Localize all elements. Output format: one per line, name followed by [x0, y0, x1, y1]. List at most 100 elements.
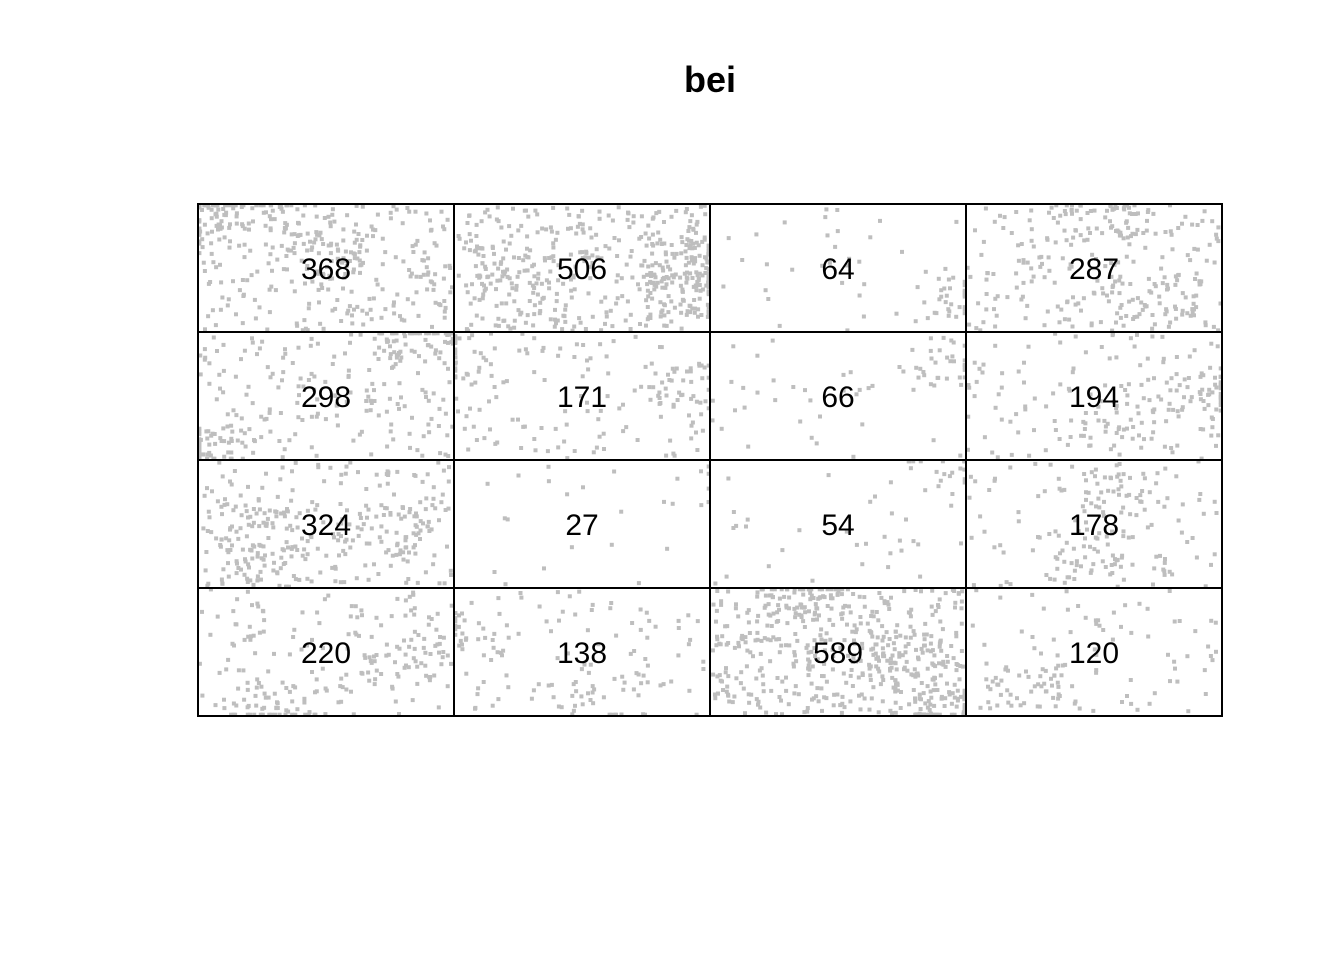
data-point — [1108, 219, 1112, 224]
data-point — [329, 259, 334, 264]
data-point — [315, 269, 319, 274]
data-point — [1149, 522, 1154, 527]
data-point — [416, 531, 421, 536]
data-point — [721, 688, 725, 692]
data-point — [1139, 420, 1144, 425]
data-point — [943, 591, 948, 596]
data-point — [678, 283, 683, 288]
data-point — [519, 223, 524, 228]
data-point — [374, 472, 379, 477]
data-point — [892, 647, 897, 652]
data-point — [447, 380, 452, 385]
data-point — [974, 379, 979, 384]
data-point — [1147, 490, 1152, 495]
data-point — [672, 255, 677, 260]
data-point — [907, 459, 912, 464]
data-point — [328, 465, 333, 470]
data-point — [937, 712, 942, 717]
data-point — [572, 287, 577, 292]
data-point — [1209, 415, 1214, 420]
data-point — [371, 296, 376, 301]
data-point — [637, 236, 642, 241]
data-point — [651, 385, 656, 390]
data-point — [275, 701, 280, 706]
data-point — [1201, 427, 1206, 432]
data-point — [1117, 462, 1122, 466]
data-point — [1152, 376, 1156, 381]
data-point — [242, 431, 247, 436]
data-point — [394, 353, 399, 358]
data-point — [197, 227, 202, 232]
data-point — [214, 536, 219, 541]
data-point — [442, 227, 447, 232]
data-point — [367, 541, 372, 546]
data-point — [754, 676, 759, 681]
data-point — [773, 398, 778, 403]
data-point — [938, 638, 943, 643]
data-point — [214, 214, 219, 219]
data-point — [903, 635, 908, 640]
data-point — [1167, 589, 1172, 593]
data-point — [1107, 356, 1112, 361]
data-point — [342, 258, 347, 263]
data-point — [769, 624, 774, 628]
data-point — [1126, 225, 1131, 230]
data-point — [993, 343, 998, 348]
data-point — [1214, 649, 1218, 654]
data-point — [218, 544, 223, 549]
data-point — [965, 265, 970, 270]
data-point — [948, 359, 953, 364]
data-point — [462, 246, 467, 251]
data-point — [655, 241, 660, 246]
data-point — [1117, 452, 1122, 457]
data-point — [936, 276, 941, 281]
data-point — [465, 290, 470, 295]
data-point — [307, 301, 312, 306]
data-point — [372, 351, 377, 356]
data-point — [325, 264, 329, 269]
data-point — [1056, 663, 1061, 668]
data-point — [198, 353, 203, 358]
data-point — [355, 256, 360, 261]
data-point — [287, 689, 292, 694]
data-point — [492, 346, 497, 351]
data-point — [1099, 345, 1104, 349]
data-point — [928, 336, 933, 341]
data-point — [252, 712, 257, 717]
data-point — [726, 236, 731, 241]
data-point — [1215, 344, 1220, 349]
data-point — [423, 507, 428, 512]
data-point — [302, 700, 307, 705]
data-point — [638, 607, 643, 612]
data-point — [258, 569, 263, 574]
data-point — [259, 414, 264, 419]
data-point — [628, 312, 633, 317]
data-point — [1185, 385, 1190, 390]
data-point — [436, 460, 441, 465]
data-point — [209, 530, 214, 535]
data-point — [1019, 242, 1024, 246]
data-point — [1084, 497, 1088, 502]
data-point — [1131, 259, 1136, 264]
data-point — [197, 440, 202, 445]
data-point — [893, 678, 898, 683]
data-point — [372, 654, 376, 659]
data-point — [724, 689, 729, 694]
data-point — [998, 543, 1003, 548]
data-point — [467, 248, 472, 253]
data-point — [609, 601, 614, 605]
data-point — [218, 262, 222, 267]
data-point — [516, 417, 520, 422]
data-point — [206, 203, 211, 208]
data-point — [974, 588, 979, 593]
data-point — [540, 296, 545, 301]
data-point — [295, 525, 300, 530]
data-point — [734, 523, 739, 528]
data-point — [344, 672, 349, 677]
data-point — [318, 321, 323, 326]
data-point — [817, 613, 821, 618]
data-point — [792, 691, 797, 696]
data-point — [1092, 647, 1097, 652]
data-point — [218, 436, 223, 441]
data-point — [829, 606, 834, 611]
